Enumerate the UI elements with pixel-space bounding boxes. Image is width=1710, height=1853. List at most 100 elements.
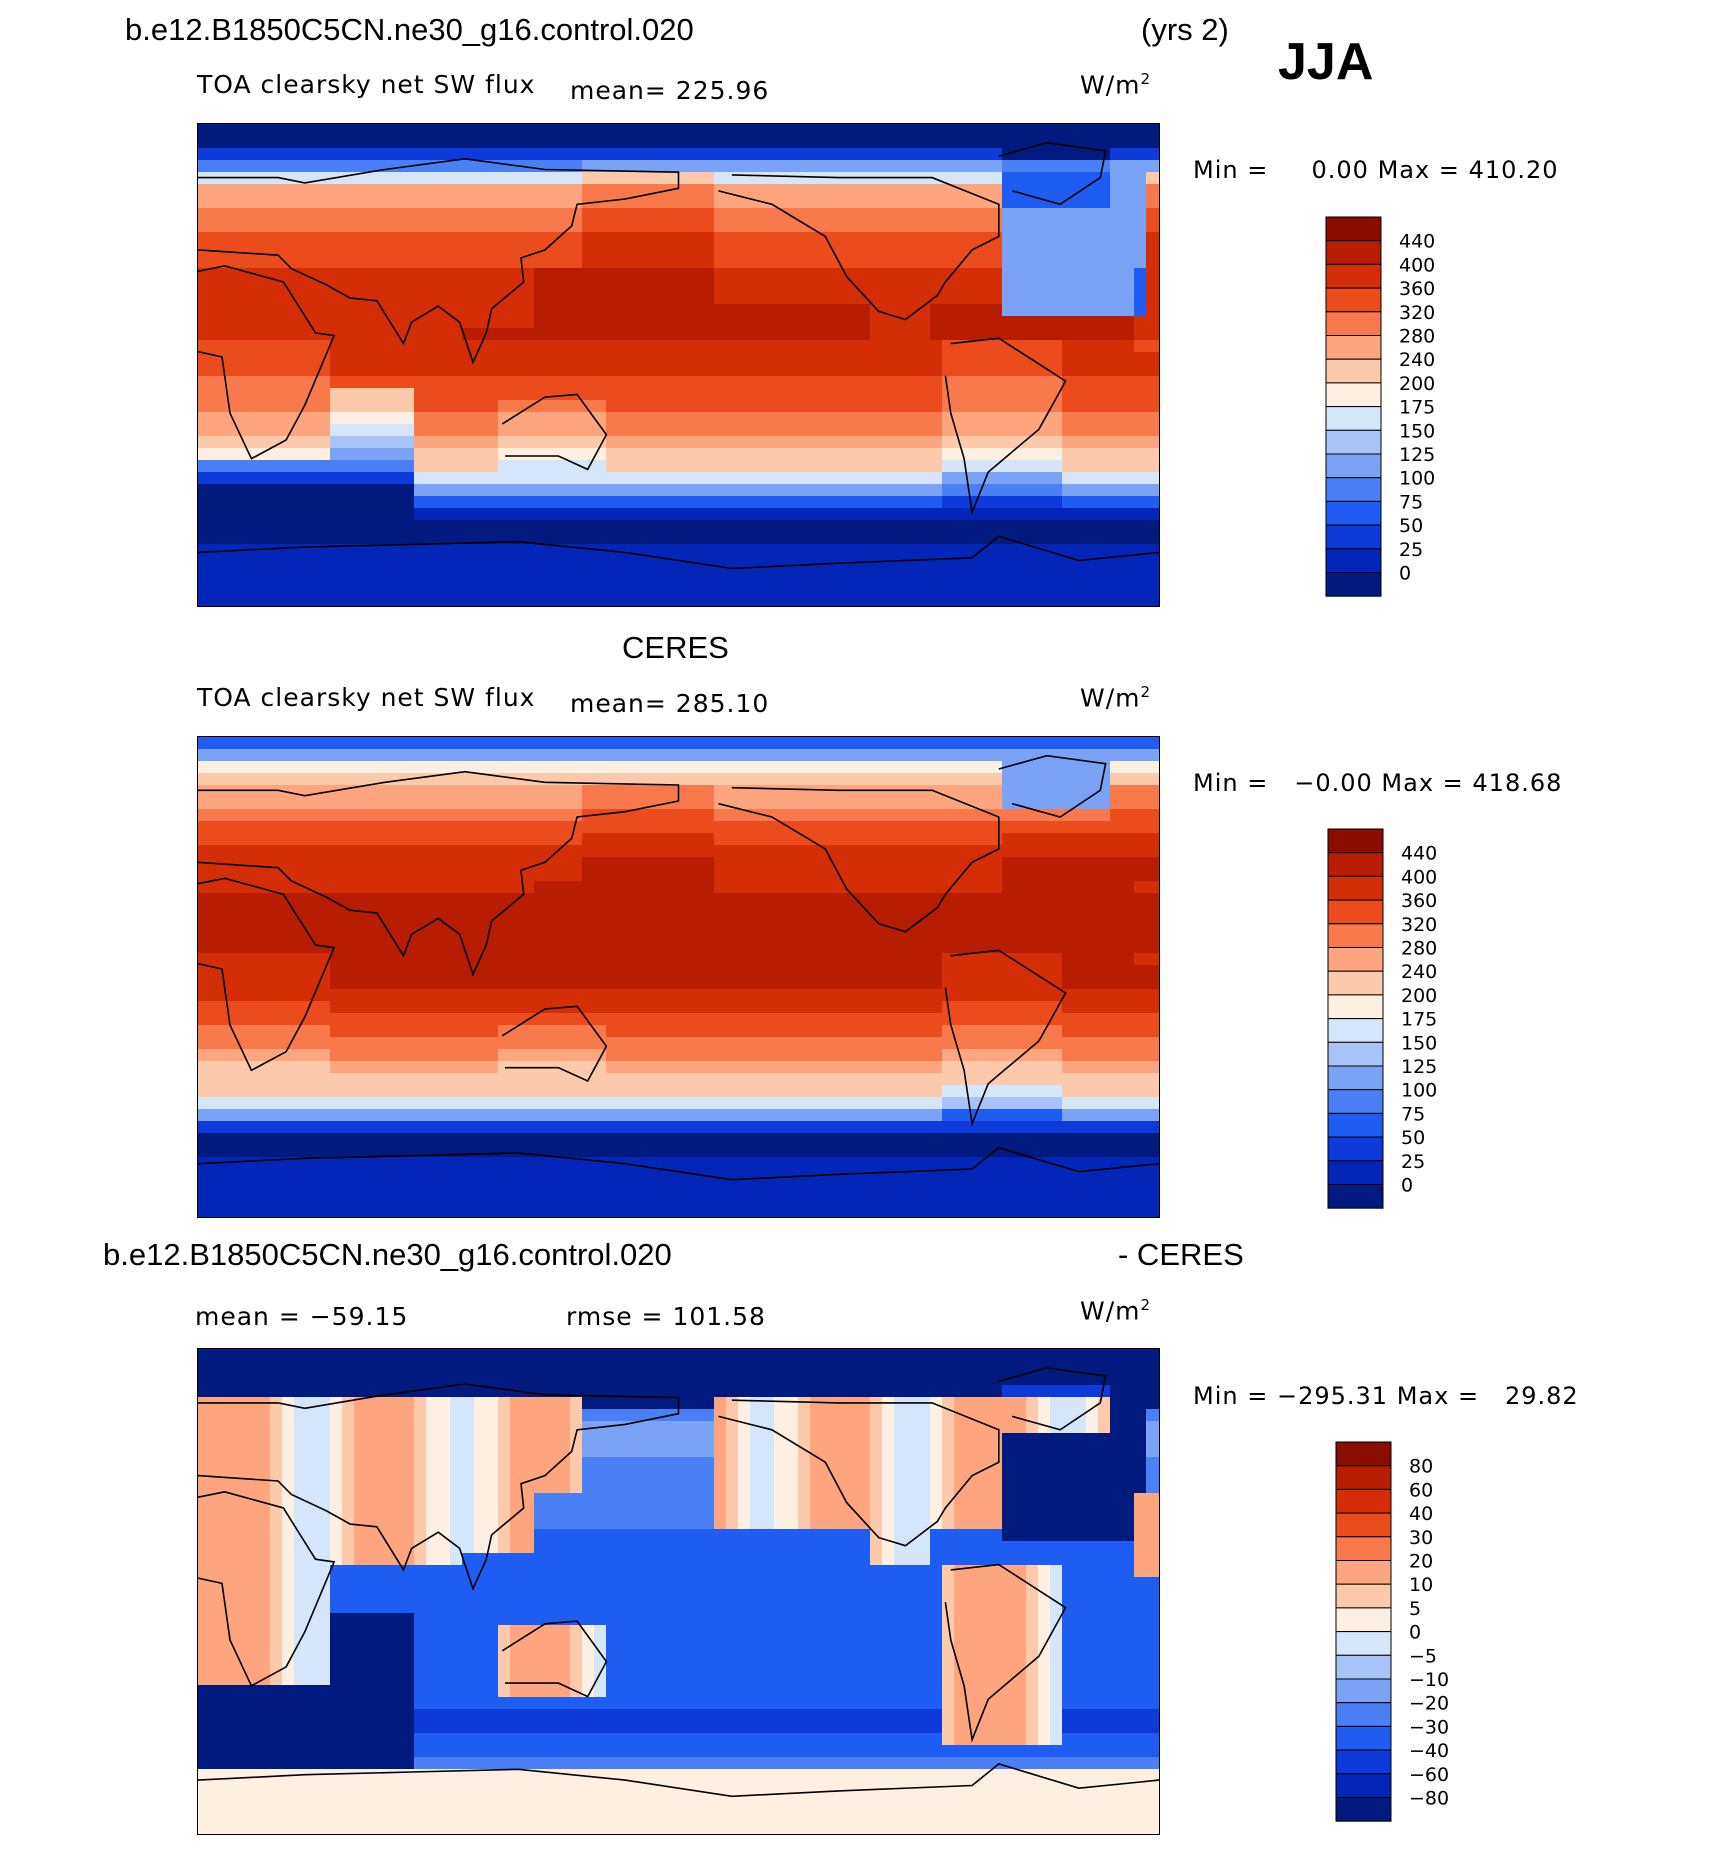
colorbar-tick-label: 75: [1399, 491, 1423, 513]
panel-obs-map: [197, 736, 1160, 1218]
colorbar-swatch: [1327, 828, 1384, 854]
coastline: [198, 770, 680, 977]
colorbar-tick-label: 200: [1399, 373, 1435, 395]
coastline: [501, 393, 608, 471]
colorbar-swatch: [1325, 216, 1382, 242]
colorbar-swatch: [1335, 1512, 1392, 1538]
colorbar-tick-label: 360: [1399, 278, 1435, 300]
season-label: JJA: [1278, 33, 1374, 91]
panel-diff-colorbar: 80 60 40 30 20 10 5 0 −5 −10 −20 −30 −40 −60 −80: [1335, 1441, 1496, 1822]
colorbar-swatch: [1325, 382, 1382, 408]
colorbar-swatch: [1335, 1488, 1392, 1514]
map-field: [198, 1349, 1159, 1834]
colorbar-swatch: [1325, 335, 1382, 360]
colorbar-swatch: [1335, 1678, 1392, 1704]
colorbar-tick-label: 100: [1399, 468, 1435, 490]
colorbar-tick-label: 280: [1401, 938, 1437, 960]
colorbar-swatch: [1325, 311, 1382, 337]
coastline: [998, 141, 1107, 206]
colorbar-tick-label: −30: [1409, 1716, 1449, 1738]
colorbar-tick-label: 280: [1399, 326, 1435, 348]
coastline: [718, 1399, 1000, 1547]
colorbar-swatch: [1335, 1654, 1392, 1680]
coastline: [501, 1005, 608, 1083]
colorbar-swatch: [1325, 287, 1382, 313]
colorbar-tick-label: 5: [1409, 1598, 1421, 1620]
coastline: [198, 535, 1159, 570]
colorbar-tick-label: −10: [1409, 1669, 1449, 1691]
colorbar-tick-label: 320: [1401, 914, 1437, 936]
map-field: [198, 124, 1159, 606]
colorbar-tick-label: 25: [1401, 1151, 1425, 1173]
colorbar-tick-label: 400: [1401, 866, 1437, 888]
colorbar-tick-label: 50: [1401, 1127, 1425, 1149]
colorbar-swatch: [1327, 1184, 1384, 1209]
colorbar-tick-label: −20: [1409, 1693, 1449, 1715]
colorbar-swatch: [1327, 947, 1384, 972]
coastline: [944, 337, 1067, 516]
panel-model-minmax: Min = 0.00 Max = 410.20: [1193, 156, 1559, 184]
colorbar-swatch: [1327, 1160, 1384, 1185]
colorbar-swatch: [1335, 1797, 1392, 1822]
colorbar-swatch: [1335, 1702, 1392, 1727]
coastline: [998, 1367, 1107, 1431]
colorbar-tick-label: 0: [1401, 1175, 1413, 1197]
panel-model-variable: TOA clearsky net SW flux: [197, 70, 536, 99]
colorbar-tick-label: 125: [1399, 444, 1435, 466]
colorbar-swatch: [1327, 970, 1384, 996]
panel-diff-rmse: rmse = 101.58: [566, 1302, 766, 1331]
coastline: [501, 1620, 608, 1698]
coastline: [198, 265, 336, 460]
colorbar-swatch: [1325, 429, 1382, 455]
colorbar-tick-label: 150: [1399, 420, 1435, 442]
colorbar-tick-label: −80: [1409, 1788, 1449, 1810]
panel-diff-map-svg: [198, 1349, 1159, 1834]
colorbar-swatch: [1327, 923, 1384, 949]
colorbar-tick-label: 30: [1409, 1527, 1433, 1549]
colorbar-tick-label: 0: [1409, 1622, 1421, 1644]
panel-obs-variable: TOA clearsky net SW flux: [197, 683, 536, 712]
panel-obs-colorbar: 440 400 360 320 280 240 200 175 150 125 100 75 50 25 0: [1327, 828, 1488, 1209]
colorbar-tick-label: 10: [1409, 1574, 1433, 1596]
colorbar-tick-label: 80: [1409, 1456, 1433, 1478]
coastline: [198, 877, 336, 1072]
colorbar-swatch: [1327, 1041, 1384, 1067]
coastline: [998, 754, 1107, 818]
colorbar-swatch: [1335, 1560, 1392, 1585]
colorbar-swatch: [1327, 1112, 1384, 1138]
panel-obs-map-svg: [198, 737, 1159, 1217]
colorbar-tick-label: 440: [1401, 843, 1437, 865]
colorbar-tick-label: 200: [1401, 985, 1437, 1007]
coastline: [198, 1146, 1159, 1181]
colorbar-swatch: [1335, 1583, 1392, 1609]
panel-obs-minmax: Min = −0.00 Max = 418.68: [1193, 769, 1563, 797]
coastline: [198, 1763, 1159, 1798]
colorbar-tick-label: 40: [1409, 1503, 1433, 1525]
colorbar-tick-label: 100: [1401, 1080, 1437, 1102]
coastline: [198, 1383, 680, 1592]
panel-obs-case-title: CERES: [622, 630, 729, 665]
colorbar-swatch: [1325, 524, 1382, 550]
colorbar-swatch: [1327, 994, 1384, 1020]
coastline: [944, 1563, 1067, 1743]
colorbar-tick-label: 50: [1399, 515, 1423, 537]
colorbar-tick-label: 240: [1401, 961, 1437, 983]
colorbar-swatch: [1335, 1725, 1392, 1751]
colorbar-swatch: [1325, 358, 1382, 384]
colorbar-swatch: [1325, 548, 1382, 573]
colorbar-swatch: [1327, 1136, 1384, 1162]
colorbar-tick-label: 150: [1401, 1032, 1437, 1054]
colorbar-swatch: [1335, 1465, 1392, 1490]
colorbar-tick-label: 60: [1409, 1479, 1433, 1501]
panel-model-map: [197, 123, 1160, 607]
panel-model-colorbar: 440 400 360 320 280 240 200 175 150 125 100 75 50 25 0: [1325, 216, 1486, 597]
colorbar-tick-label: 125: [1401, 1056, 1437, 1078]
colorbar-swatch: [1335, 1631, 1392, 1656]
coastline: [718, 786, 1000, 933]
colorbar-swatch: [1335, 1536, 1392, 1562]
coastline: [944, 949, 1067, 1127]
panel-diff-case-suffix: - CERES: [1118, 1237, 1244, 1272]
colorbar-swatch: [1327, 852, 1384, 877]
colorbar-tick-label: 320: [1399, 302, 1435, 324]
colorbar-swatch: [1335, 1749, 1392, 1775]
